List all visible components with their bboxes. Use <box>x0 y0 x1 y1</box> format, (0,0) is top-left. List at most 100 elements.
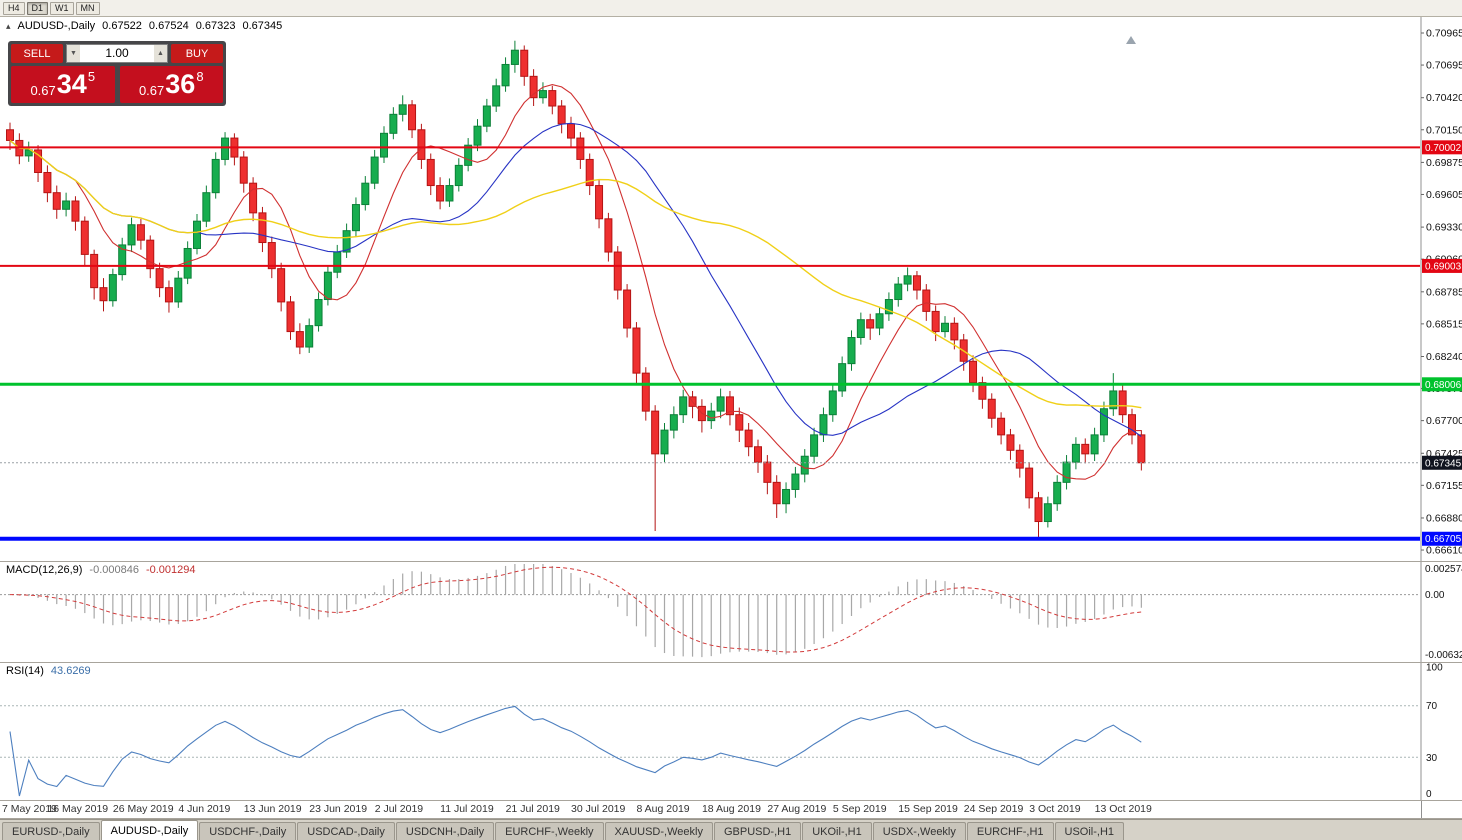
candle-body <box>716 396 725 412</box>
chart-tab-usdx[interactable]: USDX-,Weekly <box>872 822 966 840</box>
rsi-indicator-panel[interactable]: 100 70 30 0 RSI(14) 43.6269 <box>0 663 1462 800</box>
price-chart-canvas[interactable]: 0.70965 0.70695 0.70420 0.70150 0.69875 0.696… <box>0 17 1462 561</box>
volume-decrease-icon[interactable]: ▼ <box>67 45 80 62</box>
candle-body <box>445 185 454 202</box>
macd-scale-label: 0.002574 <box>1425 564 1462 575</box>
chart-tab-eurchf[interactable]: EURCHF-,H1 <box>966 822 1054 840</box>
candle-body <box>782 488 791 505</box>
timeframe-button-mn[interactable]: MN <box>75 1 100 15</box>
date-axis-label: 8 Aug 2019 <box>636 803 690 815</box>
level-price-badge-bg <box>1422 531 1462 546</box>
candle-body <box>34 149 43 173</box>
sell-button[interactable]: SELL <box>11 44 63 63</box>
buy-price-prefix: 0.67 <box>138 83 165 98</box>
candle-body <box>211 158 220 194</box>
price-tick-label: 0.67700 <box>1426 415 1462 427</box>
price-tick-label: 0.69330 <box>1426 222 1462 234</box>
candle-body <box>969 360 978 384</box>
candle-body <box>464 144 473 166</box>
moving-average-line <box>9 84 1142 480</box>
buy-price-tile[interactable]: 0.67 36 8 <box>119 66 223 103</box>
volume-input[interactable]: 1.00 <box>105 46 129 60</box>
rsi-canvas[interactable]: 100 70 30 0 <box>0 663 1462 800</box>
candle-body <box>1137 434 1146 464</box>
candle-body <box>604 218 613 253</box>
candle-body <box>1109 390 1118 410</box>
candle-body <box>1006 434 1015 451</box>
candle-body <box>894 283 903 301</box>
candle-body <box>239 156 248 184</box>
candle-body <box>267 242 276 270</box>
chart-tab-usoil[interactable]: USOil-,H1 <box>1054 822 1125 840</box>
candle-body <box>136 224 145 241</box>
timeframe-button-d1[interactable]: D1 <box>26 1 49 15</box>
candle-body <box>866 319 875 329</box>
chart-tab-usdcad[interactable]: USDCAD-,Daily <box>297 822 395 840</box>
chart-header: ▴ AUDUSD-,Daily 0.67522 0.67524 0.67323 … <box>6 20 282 32</box>
chart-tab-eurusd[interactable]: EURUSD-,Daily <box>2 822 100 840</box>
chart-tab-usdcnh[interactable]: USDCNH-,Daily <box>395 822 495 840</box>
candle-body <box>884 299 893 315</box>
candle-body <box>520 49 529 77</box>
date-axis-label: 23 Jun 2019 <box>309 803 368 815</box>
candle-body <box>99 287 108 302</box>
chart-shift-marker-icon[interactable] <box>1126 36 1136 44</box>
candle-body <box>651 410 660 455</box>
main-chart-panel[interactable]: 0.70965 0.70695 0.70420 0.70150 0.69875 0.696… <box>0 17 1462 561</box>
moving-average-line <box>9 122 1142 437</box>
date-axis-label: 24 Sep 2019 <box>963 803 1024 815</box>
candle-body <box>426 158 435 187</box>
collapse-trade-panel-icon[interactable]: ▴ <box>6 20 11 31</box>
candle-body <box>772 481 781 505</box>
date-axis-label: 3 Oct 2019 <box>1029 803 1081 815</box>
price-tick-label: 0.66610 <box>1426 545 1462 557</box>
chart-tab-eurchf[interactable]: EURCHF-,Weekly <box>495 822 604 840</box>
rsi-value: 43.6269 <box>50 665 91 677</box>
sell-price-prefix: 0.67 <box>30 83 56 98</box>
level-price-badge: 0.70002 <box>1425 143 1462 154</box>
chart-symbol-label: AUDUSD-,Daily <box>17 20 96 32</box>
candle-body <box>1053 481 1062 505</box>
level-price-badge-bg <box>1422 140 1462 155</box>
candle-body <box>314 299 323 327</box>
timeframe-button-h4[interactable]: H4 <box>3 1 25 15</box>
macd-canvas[interactable]: 0.002574 0.00 -0.006326 <box>0 562 1462 662</box>
candle-body <box>735 414 744 431</box>
current-price-badge: 0.67345 <box>1425 458 1462 469</box>
chart-tab-xauusd[interactable]: XAUUSD-,Weekly <box>604 822 713 840</box>
candle-body <box>473 125 482 146</box>
panel-separator <box>0 818 1462 819</box>
ohlc-open: 0.67522 <box>102 20 142 32</box>
rsi-line <box>9 705 1142 797</box>
candle-body <box>1081 443 1090 455</box>
chart-tab-audusd[interactable]: AUDUSD-,Daily <box>100 820 199 840</box>
volume-control[interactable]: ▼ 1.00 ▲ <box>66 44 168 63</box>
candle-body <box>847 337 856 365</box>
candle-body <box>286 301 295 333</box>
candle-body <box>903 275 912 285</box>
candle-body <box>987 398 996 419</box>
rsi-title: RSI(14) <box>6 665 44 677</box>
candle-body <box>941 322 949 333</box>
price-tick-label: 0.66880 <box>1426 512 1462 524</box>
candle-body <box>305 325 314 348</box>
candle-body <box>613 251 622 291</box>
candle-body <box>295 331 304 348</box>
candle-body <box>548 90 557 107</box>
chart-tab-usdchf[interactable]: USDCHF-,Daily <box>199 822 297 840</box>
candle-body <box>1043 503 1052 523</box>
chart-tab-bar: EURUSD-,Daily AUDUSD-,Daily USDCHF-,Daily U… <box>0 819 1462 840</box>
date-axis-label: 26 May 2019 <box>112 803 174 815</box>
macd-indicator-panel[interactable]: 0.002574 0.00 -0.006326 MACD(12,26,9) -0.0… <box>0 562 1462 662</box>
time-axis[interactable]: 7 May 2019 16 May 2019 26 May 2019 4 Jun 20… <box>0 801 1462 818</box>
sell-price-tile[interactable]: 0.67 34 5 <box>11 66 115 103</box>
buy-button[interactable]: BUY <box>171 44 223 63</box>
volume-increase-icon[interactable]: ▲ <box>154 45 167 62</box>
candle-body <box>454 164 463 187</box>
chart-tab-ukoil[interactable]: UKOil-,H1 <box>802 822 872 840</box>
candle-body <box>641 372 650 412</box>
rsi-scale-label: 70 <box>1426 701 1438 712</box>
level-price-badge-bg <box>1422 258 1462 273</box>
timeframe-button-w1[interactable]: W1 <box>50 1 74 15</box>
chart-tab-gbpusd[interactable]: GBPUSD-,H1 <box>713 822 802 840</box>
